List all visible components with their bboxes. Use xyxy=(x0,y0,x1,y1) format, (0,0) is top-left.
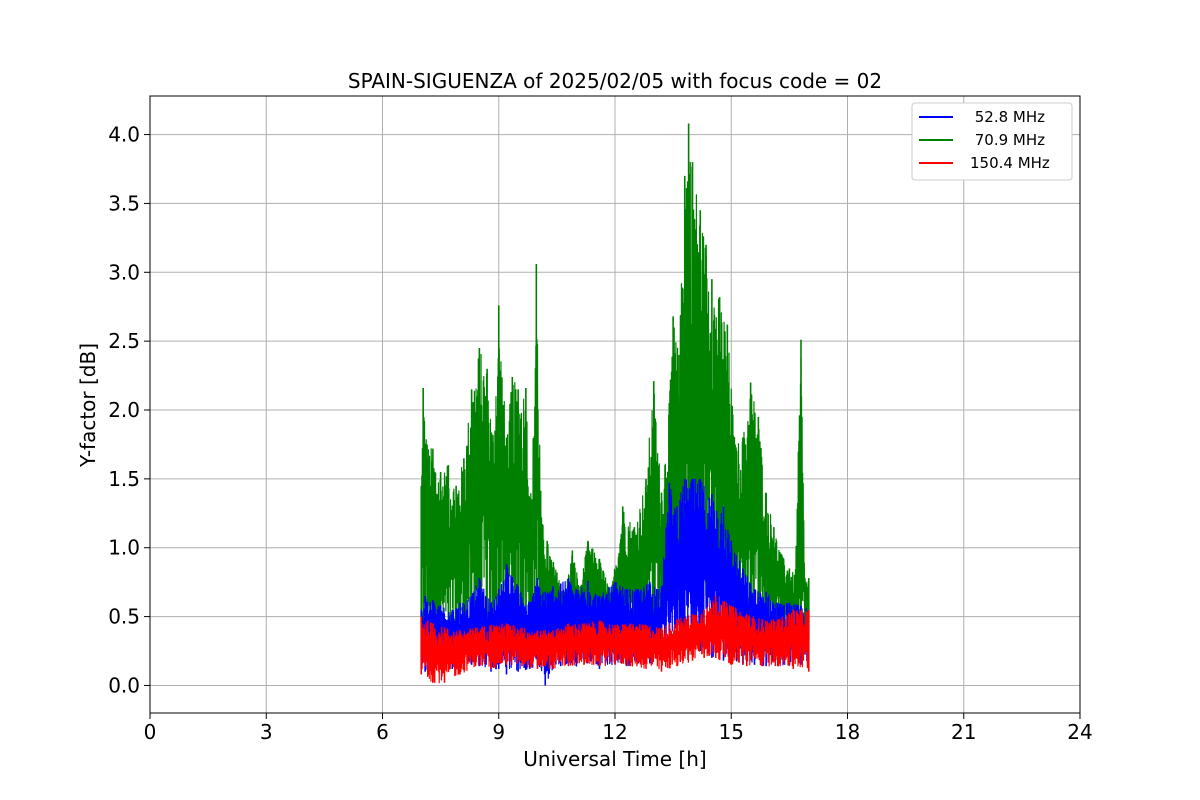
x-tick-label: 18 xyxy=(835,720,860,744)
x-tick-label: 3 xyxy=(260,720,273,744)
legend: 52.8 MHz 70.9 MHz 150.4 MHz xyxy=(911,102,1073,181)
y-tick-label: 0.0 xyxy=(108,673,140,697)
x-tick-label: 9 xyxy=(492,720,505,744)
legend-label-70-9: 70.9 MHz xyxy=(970,131,1045,149)
x-tick-label: 24 xyxy=(1067,720,1092,744)
legend-label-150-4: 150.4 MHz xyxy=(970,154,1050,172)
chart-title: SPAIN-SIGUENZA of 2025/02/05 with focus … xyxy=(348,69,882,93)
legend-box xyxy=(911,102,1073,181)
y-tick-label: 2.5 xyxy=(108,329,140,353)
y-axis-label: Y-factor [dB] xyxy=(76,343,100,468)
y-tick-label: 4.0 xyxy=(108,123,140,147)
ticks: 0 3 6 9 12 15 18 21 24 0.0 0.5 1.0 1.5 2.0 2.5 3.0 3.5 4.… xyxy=(108,123,1093,744)
y-tick-label: 3.0 xyxy=(108,260,140,284)
y-tick-label: 1.0 xyxy=(108,536,140,560)
x-tick-label: 12 xyxy=(602,720,627,744)
x-tick-label: 15 xyxy=(719,720,744,744)
x-axis-label: Universal Time [h] xyxy=(523,747,706,771)
y-tick-label: 0.5 xyxy=(108,605,140,629)
series-layer xyxy=(420,123,810,686)
y-tick-label: 1.5 xyxy=(108,467,140,491)
series-2 xyxy=(420,595,810,684)
x-tick-label: 21 xyxy=(951,720,976,744)
y-tick-label: 2.0 xyxy=(108,398,140,422)
legend-label-52-8: 52.8 MHz xyxy=(970,108,1045,126)
x-tick-label: 0 xyxy=(144,720,157,744)
y-tick-label: 3.5 xyxy=(108,191,140,215)
x-tick-label: 6 xyxy=(376,720,389,744)
